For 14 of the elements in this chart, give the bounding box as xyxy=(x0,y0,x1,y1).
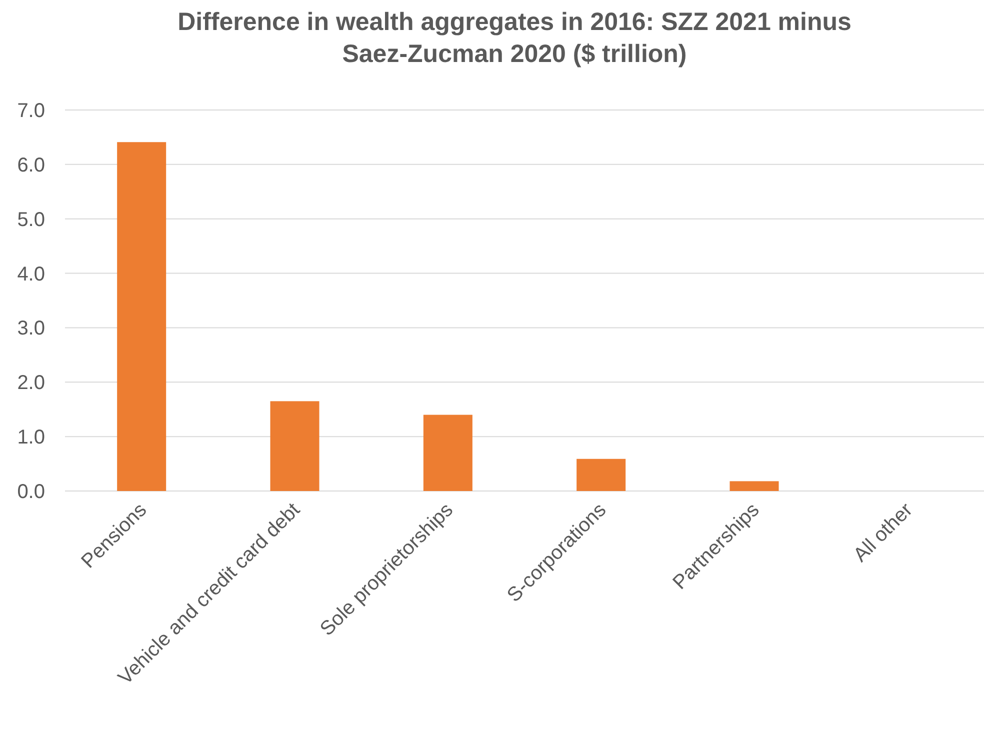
y-tick-label: 7.0 xyxy=(17,100,45,122)
bar xyxy=(270,401,320,491)
bar xyxy=(117,142,166,491)
y-tick-label: 6.0 xyxy=(17,154,45,176)
bar xyxy=(423,414,472,491)
y-tick-label: 0.0 xyxy=(17,481,45,503)
chart-title: Difference in wealth aggregates in 2016: SZZ 2021 minus Saez-Zucman 2020 ($ trillion) xyxy=(178,8,852,68)
y-tick-label: 5.0 xyxy=(17,208,45,231)
bar xyxy=(730,481,779,491)
y-tick-label: 3.0 xyxy=(17,318,45,340)
y-tick-label: 4.0 xyxy=(17,263,45,286)
y-tick-label: 1.0 xyxy=(17,426,45,449)
bar xyxy=(576,458,626,491)
y-tick-label: 2.0 xyxy=(17,372,45,394)
